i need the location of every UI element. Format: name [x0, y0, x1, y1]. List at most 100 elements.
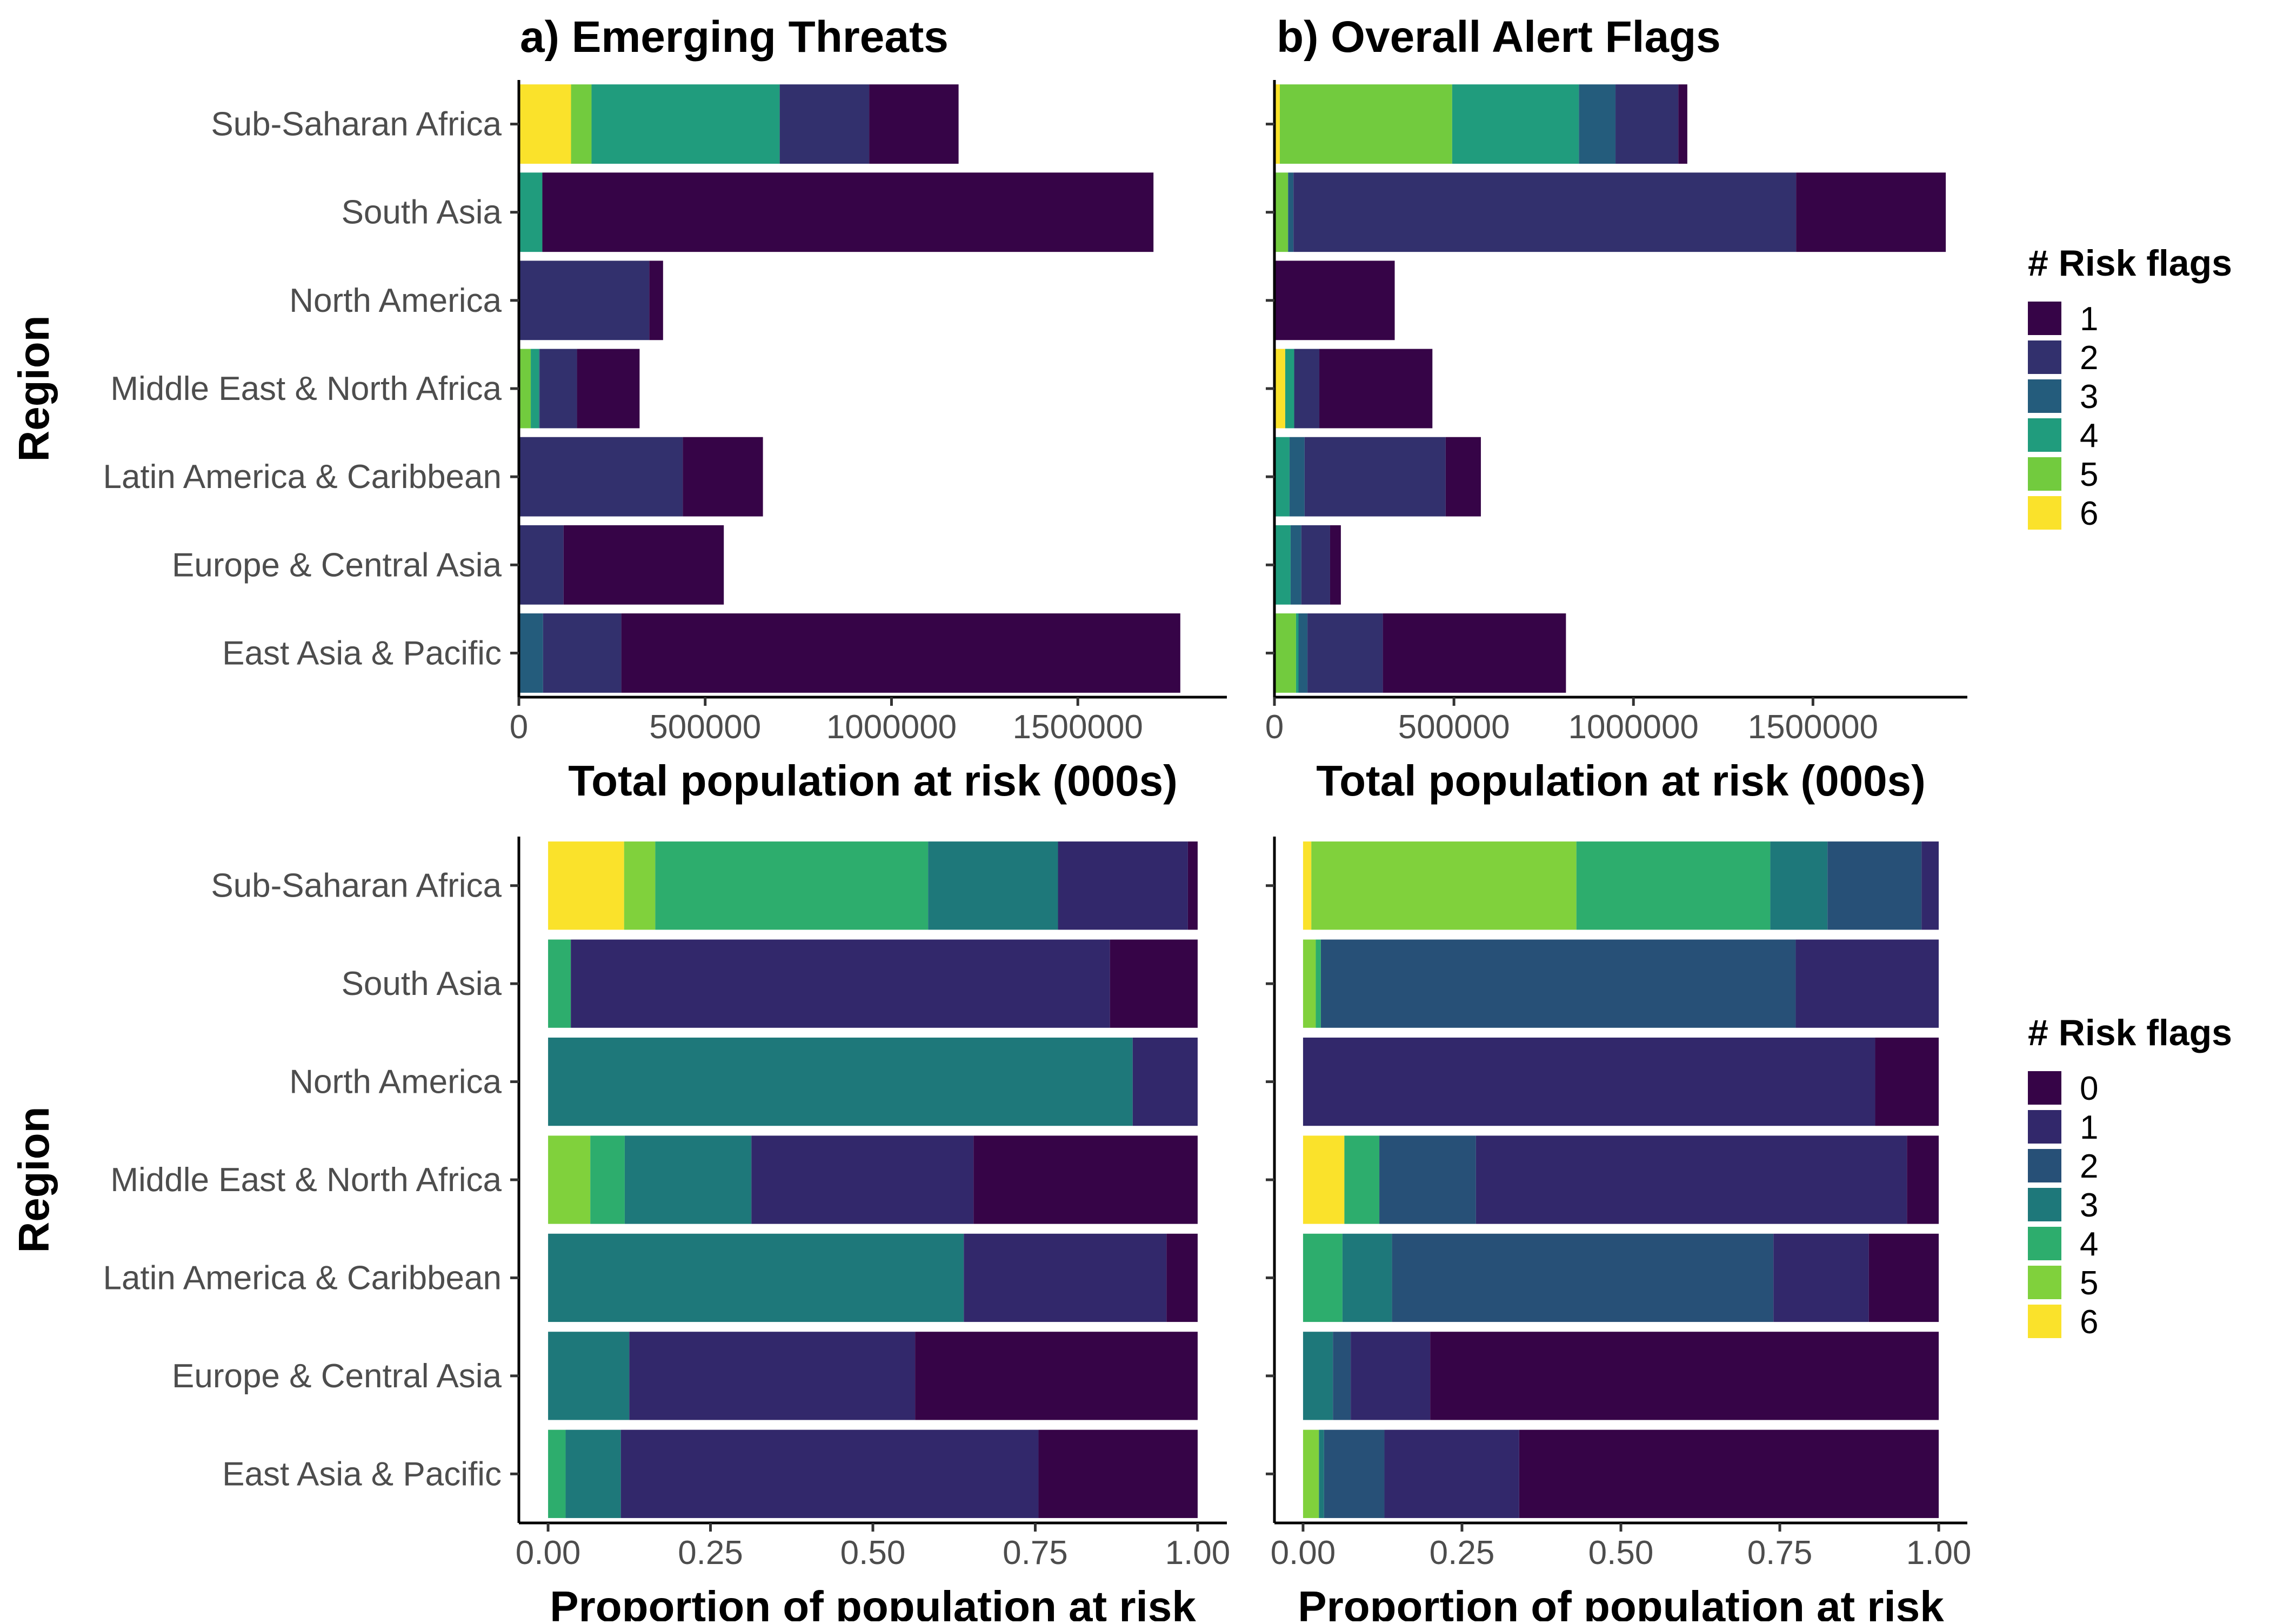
legend-swatch-lower-1 [2028, 1110, 2061, 1144]
bar-segment-top-left-sub-saharan-africa-flags-1 [869, 84, 959, 164]
x-tick-label-bottom-left-3: 0.75 [1003, 1534, 1068, 1572]
bar-segment-bottom-right-south-asia-flags-4 [1316, 939, 1321, 1028]
y-tick-label-top-left-south-asia: South Asia [342, 194, 502, 231]
x-tick-label-top-right-3: 1500000 [1748, 709, 1878, 746]
x-tick-label-top-left-0: 0 [510, 709, 528, 746]
bar-segment-top-left-middle-east-and-north-africa-flags-4 [531, 349, 539, 429]
bar-segment-top-right-europe-and-central-asia-flags-4 [1274, 525, 1291, 605]
legend-label-upper-4: 4 [2080, 417, 2098, 455]
bar-segment-bottom-left-sub-saharan-africa-flags-4 [655, 841, 929, 930]
bar-segment-bottom-right-latin-america-and-caribbean-flags-4 [1303, 1233, 1343, 1322]
bar-segment-bottom-right-east-asia-and-pacific-flags-5 [1303, 1429, 1319, 1518]
bar-segment-top-left-north-america-flags-1 [649, 260, 663, 340]
bar-segment-top-right-middle-east-and-north-africa-flags-4 [1285, 349, 1294, 429]
bar-segment-bottom-left-sub-saharan-africa-flags-6 [548, 841, 624, 930]
legend-label-lower-4: 4 [2080, 1226, 2098, 1263]
legend-swatch-upper-5 [2028, 457, 2061, 491]
bar-segment-top-right-latin-america-and-caribbean-flags-3 [1289, 437, 1305, 517]
x-tick-label-bottom-right-3: 0.75 [1747, 1534, 1813, 1572]
legend-swatch-upper-3 [2028, 379, 2061, 413]
bar-segment-top-right-east-asia-and-pacific-flags-4 [1296, 613, 1299, 693]
y-tick-label-top-left-europe-and-central-asia: Europe & Central Asia [172, 546, 502, 584]
bar-segment-top-right-south-asia-flags-2 [1293, 172, 1797, 252]
bar-segment-top-left-middle-east-and-north-africa-flags-5 [519, 349, 531, 429]
bar-segment-top-left-sub-saharan-africa-flags-5 [571, 84, 592, 164]
bar-segment-bottom-left-south-asia-flags-0 [1110, 939, 1198, 1028]
legend-swatch-lower-5 [2028, 1266, 2061, 1299]
bar-segment-bottom-left-north-america-flags-3 [548, 1037, 1133, 1126]
y-tick-label-top-left-sub-saharan-africa: Sub-Saharan Africa [211, 106, 502, 143]
bar-segment-bottom-right-middle-east-and-north-africa-flags-1 [1476, 1135, 1907, 1224]
y-tick-label-bottom-left-europe-and-central-asia: Europe & Central Asia [172, 1358, 502, 1395]
y-tick-label-bottom-left-east-asia-and-pacific: East Asia & Pacific [222, 1455, 502, 1493]
legend-label-upper-2: 2 [2080, 339, 2098, 377]
bar-segment-bottom-right-latin-america-and-caribbean-flags-3 [1342, 1233, 1392, 1322]
x-tick-label-bottom-left-1: 0.25 [678, 1534, 743, 1572]
y-tick-label-top-left-latin-america-and-caribbean: Latin America & Caribbean [103, 458, 502, 496]
bar-segment-top-right-middle-east-and-north-africa-flags-6 [1274, 349, 1285, 429]
bar-segment-top-right-sub-saharan-africa-flags-2 [1615, 84, 1679, 164]
bar-segment-bottom-right-sub-saharan-africa-flags-6 [1303, 841, 1312, 930]
legend-title-lower: # Risk flags [2028, 1012, 2232, 1053]
bar-segment-top-right-north-america-flags-1 [1274, 260, 1395, 340]
x-tick-label-top-left-2: 1000000 [826, 709, 957, 746]
bar-segment-top-left-east-asia-and-pacific-flags-2 [543, 613, 622, 693]
bar-segment-top-left-latin-america-and-caribbean-flags-1 [683, 437, 763, 517]
bar-segment-top-right-middle-east-and-north-africa-flags-1 [1319, 349, 1433, 429]
x-axis-title-top-right: Total population at risk (000s) [1316, 757, 1926, 805]
legend-swatch-upper-4 [2028, 418, 2061, 452]
bar-segment-bottom-right-europe-and-central-asia-flags-3 [1303, 1332, 1333, 1420]
bar-segment-bottom-right-north-america-flags-0 [1875, 1037, 1939, 1126]
bar-segment-top-left-south-asia-flags-1 [542, 172, 1154, 252]
bar-segment-bottom-right-east-asia-and-pacific-flags-0 [1519, 1429, 1939, 1518]
x-axis-title-bottom-right: Proportion of population at risk [1298, 1582, 1944, 1621]
legend-swatch-upper-6 [2028, 496, 2061, 530]
bar-segment-top-right-latin-america-and-caribbean-flags-4 [1274, 437, 1290, 517]
x-tick-label-top-right-0: 0 [1265, 709, 1284, 746]
x-tick-label-bottom-right-2: 0.50 [1588, 1534, 1654, 1572]
bar-segment-top-right-south-asia-flags-5 [1274, 172, 1288, 252]
bar-segment-bottom-left-europe-and-central-asia-flags-3 [548, 1332, 630, 1420]
bar-segment-top-left-middle-east-and-north-africa-flags-1 [577, 349, 640, 429]
bar-segment-bottom-left-middle-east-and-north-africa-flags-1 [751, 1135, 974, 1224]
bar-segment-bottom-right-sub-saharan-africa-flags-3 [1770, 841, 1828, 930]
bar-segment-bottom-right-sub-saharan-africa-flags-1 [1921, 841, 1939, 930]
bar-segment-bottom-right-east-asia-and-pacific-flags-2 [1324, 1429, 1385, 1518]
y-tick-label-bottom-left-latin-america-and-caribbean: Latin America & Caribbean [103, 1259, 502, 1296]
bar-segment-bottom-right-north-america-flags-1 [1303, 1037, 1875, 1126]
x-tick-label-bottom-right-1: 0.25 [1430, 1534, 1495, 1572]
bar-segment-top-left-east-asia-and-pacific-flags-1 [621, 613, 1180, 693]
bar-segment-bottom-left-north-america-flags-1 [1132, 1037, 1198, 1126]
bar-segment-top-right-east-asia-and-pacific-flags-3 [1298, 613, 1308, 693]
legend-title-upper: # Risk flags [2028, 243, 2232, 284]
bar-segment-bottom-left-europe-and-central-asia-flags-0 [915, 1332, 1198, 1420]
y-tick-label-bottom-left-north-america: North America [289, 1064, 502, 1101]
x-axis-title-bottom-left: Proportion of population at risk [550, 1582, 1196, 1621]
bar-segment-bottom-left-east-asia-and-pacific-flags-1 [620, 1429, 1039, 1518]
bar-segment-bottom-left-latin-america-and-caribbean-flags-3 [548, 1233, 964, 1322]
bar-segment-bottom-right-latin-america-and-caribbean-flags-2 [1392, 1233, 1774, 1322]
bar-segment-top-right-east-asia-and-pacific-flags-2 [1307, 613, 1383, 693]
x-tick-label-bottom-right-4: 1.00 [1906, 1534, 1972, 1572]
bar-segment-top-right-europe-and-central-asia-flags-2 [1301, 525, 1330, 605]
legend-label-upper-6: 6 [2080, 495, 2098, 532]
y-tick-label-top-left-east-asia-and-pacific: East Asia & Pacific [222, 634, 502, 672]
x-axis-title-top-left: Total population at risk (000s) [568, 757, 1178, 805]
y-tick-label-bottom-left-south-asia: South Asia [342, 965, 502, 1003]
bar-segment-bottom-left-middle-east-and-north-africa-flags-3 [624, 1135, 752, 1224]
bar-segment-top-left-sub-saharan-africa-flags-2 [779, 84, 870, 164]
legend-label-lower-0: 0 [2080, 1070, 2098, 1107]
legend-label-lower-1: 1 [2080, 1109, 2098, 1146]
bar-segment-top-right-europe-and-central-asia-flags-1 [1330, 525, 1341, 605]
x-tick-label-top-left-3: 1500000 [1013, 709, 1143, 746]
bar-segment-top-right-middle-east-and-north-africa-flags-2 [1294, 349, 1320, 429]
y-axis-title-bottom-left: Region [10, 1106, 58, 1253]
x-tick-label-top-right-2: 1000000 [1568, 709, 1699, 746]
bar-segment-top-left-europe-and-central-asia-flags-2 [519, 525, 564, 605]
bar-segment-top-right-sub-saharan-africa-flags-4 [1452, 84, 1579, 164]
legend-swatch-upper-1 [2028, 302, 2061, 335]
bar-segment-bottom-right-middle-east-and-north-africa-flags-4 [1344, 1135, 1380, 1224]
bar-segment-bottom-left-east-asia-and-pacific-flags-0 [1038, 1429, 1198, 1518]
bar-segment-bottom-left-middle-east-and-north-africa-flags-0 [973, 1135, 1198, 1224]
